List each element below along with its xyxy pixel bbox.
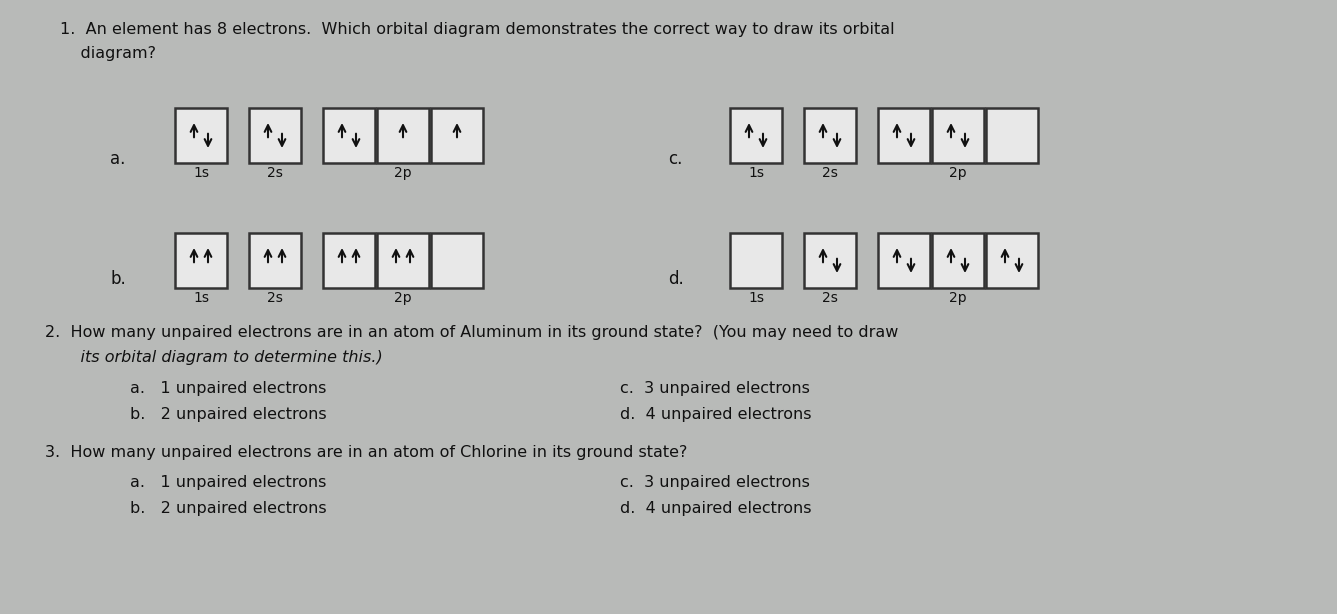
Bar: [932, 108, 984, 163]
Bar: [377, 108, 429, 163]
Bar: [985, 108, 1038, 163]
Text: 2s: 2s: [267, 166, 283, 180]
Bar: [431, 233, 483, 288]
Text: c.  3 unpaired electrons: c. 3 unpaired electrons: [620, 475, 810, 490]
Text: diagram?: diagram?: [60, 46, 156, 61]
Bar: [804, 108, 856, 163]
Bar: [730, 108, 782, 163]
Text: 2s: 2s: [822, 166, 838, 180]
Text: d.: d.: [668, 270, 683, 288]
Text: a.: a.: [110, 150, 126, 168]
Bar: [324, 233, 374, 288]
Text: 1s: 1s: [747, 291, 763, 305]
Bar: [878, 108, 931, 163]
Bar: [249, 108, 301, 163]
Text: 2s: 2s: [267, 291, 283, 305]
Text: c.  3 unpaired electrons: c. 3 unpaired electrons: [620, 381, 810, 396]
Bar: [985, 233, 1038, 288]
Text: d.  4 unpaired electrons: d. 4 unpaired electrons: [620, 501, 812, 516]
Bar: [730, 233, 782, 288]
Text: 2s: 2s: [822, 291, 838, 305]
Bar: [804, 233, 856, 288]
Text: 1s: 1s: [747, 166, 763, 180]
Bar: [431, 108, 483, 163]
Text: 1s: 1s: [193, 166, 209, 180]
Bar: [175, 108, 227, 163]
Text: 1s: 1s: [193, 291, 209, 305]
Text: 2p: 2p: [394, 291, 412, 305]
Text: its orbital diagram to determine this.): its orbital diagram to determine this.): [60, 350, 382, 365]
Text: c.: c.: [668, 150, 682, 168]
Text: 2.  How many unpaired electrons are in an atom of Aluminum in its ground state? : 2. How many unpaired electrons are in an…: [45, 325, 898, 340]
Bar: [377, 233, 429, 288]
Text: b.   2 unpaired electrons: b. 2 unpaired electrons: [130, 407, 326, 422]
Text: b.   2 unpaired electrons: b. 2 unpaired electrons: [130, 501, 326, 516]
Text: 2p: 2p: [394, 166, 412, 180]
Bar: [175, 233, 227, 288]
Bar: [249, 233, 301, 288]
Bar: [324, 108, 374, 163]
Text: b.: b.: [110, 270, 126, 288]
Text: 2p: 2p: [949, 166, 967, 180]
Text: d.  4 unpaired electrons: d. 4 unpaired electrons: [620, 407, 812, 422]
Text: a.   1 unpaired electrons: a. 1 unpaired electrons: [130, 475, 326, 490]
Text: 3.  How many unpaired electrons are in an atom of Chlorine in its ground state?: 3. How many unpaired electrons are in an…: [45, 445, 687, 460]
Text: 1.  An element has 8 electrons.  Which orbital diagram demonstrates the correct : 1. An element has 8 electrons. Which orb…: [60, 22, 894, 37]
Bar: [878, 233, 931, 288]
Bar: [932, 233, 984, 288]
Text: 2p: 2p: [949, 291, 967, 305]
Text: a.   1 unpaired electrons: a. 1 unpaired electrons: [130, 381, 326, 396]
